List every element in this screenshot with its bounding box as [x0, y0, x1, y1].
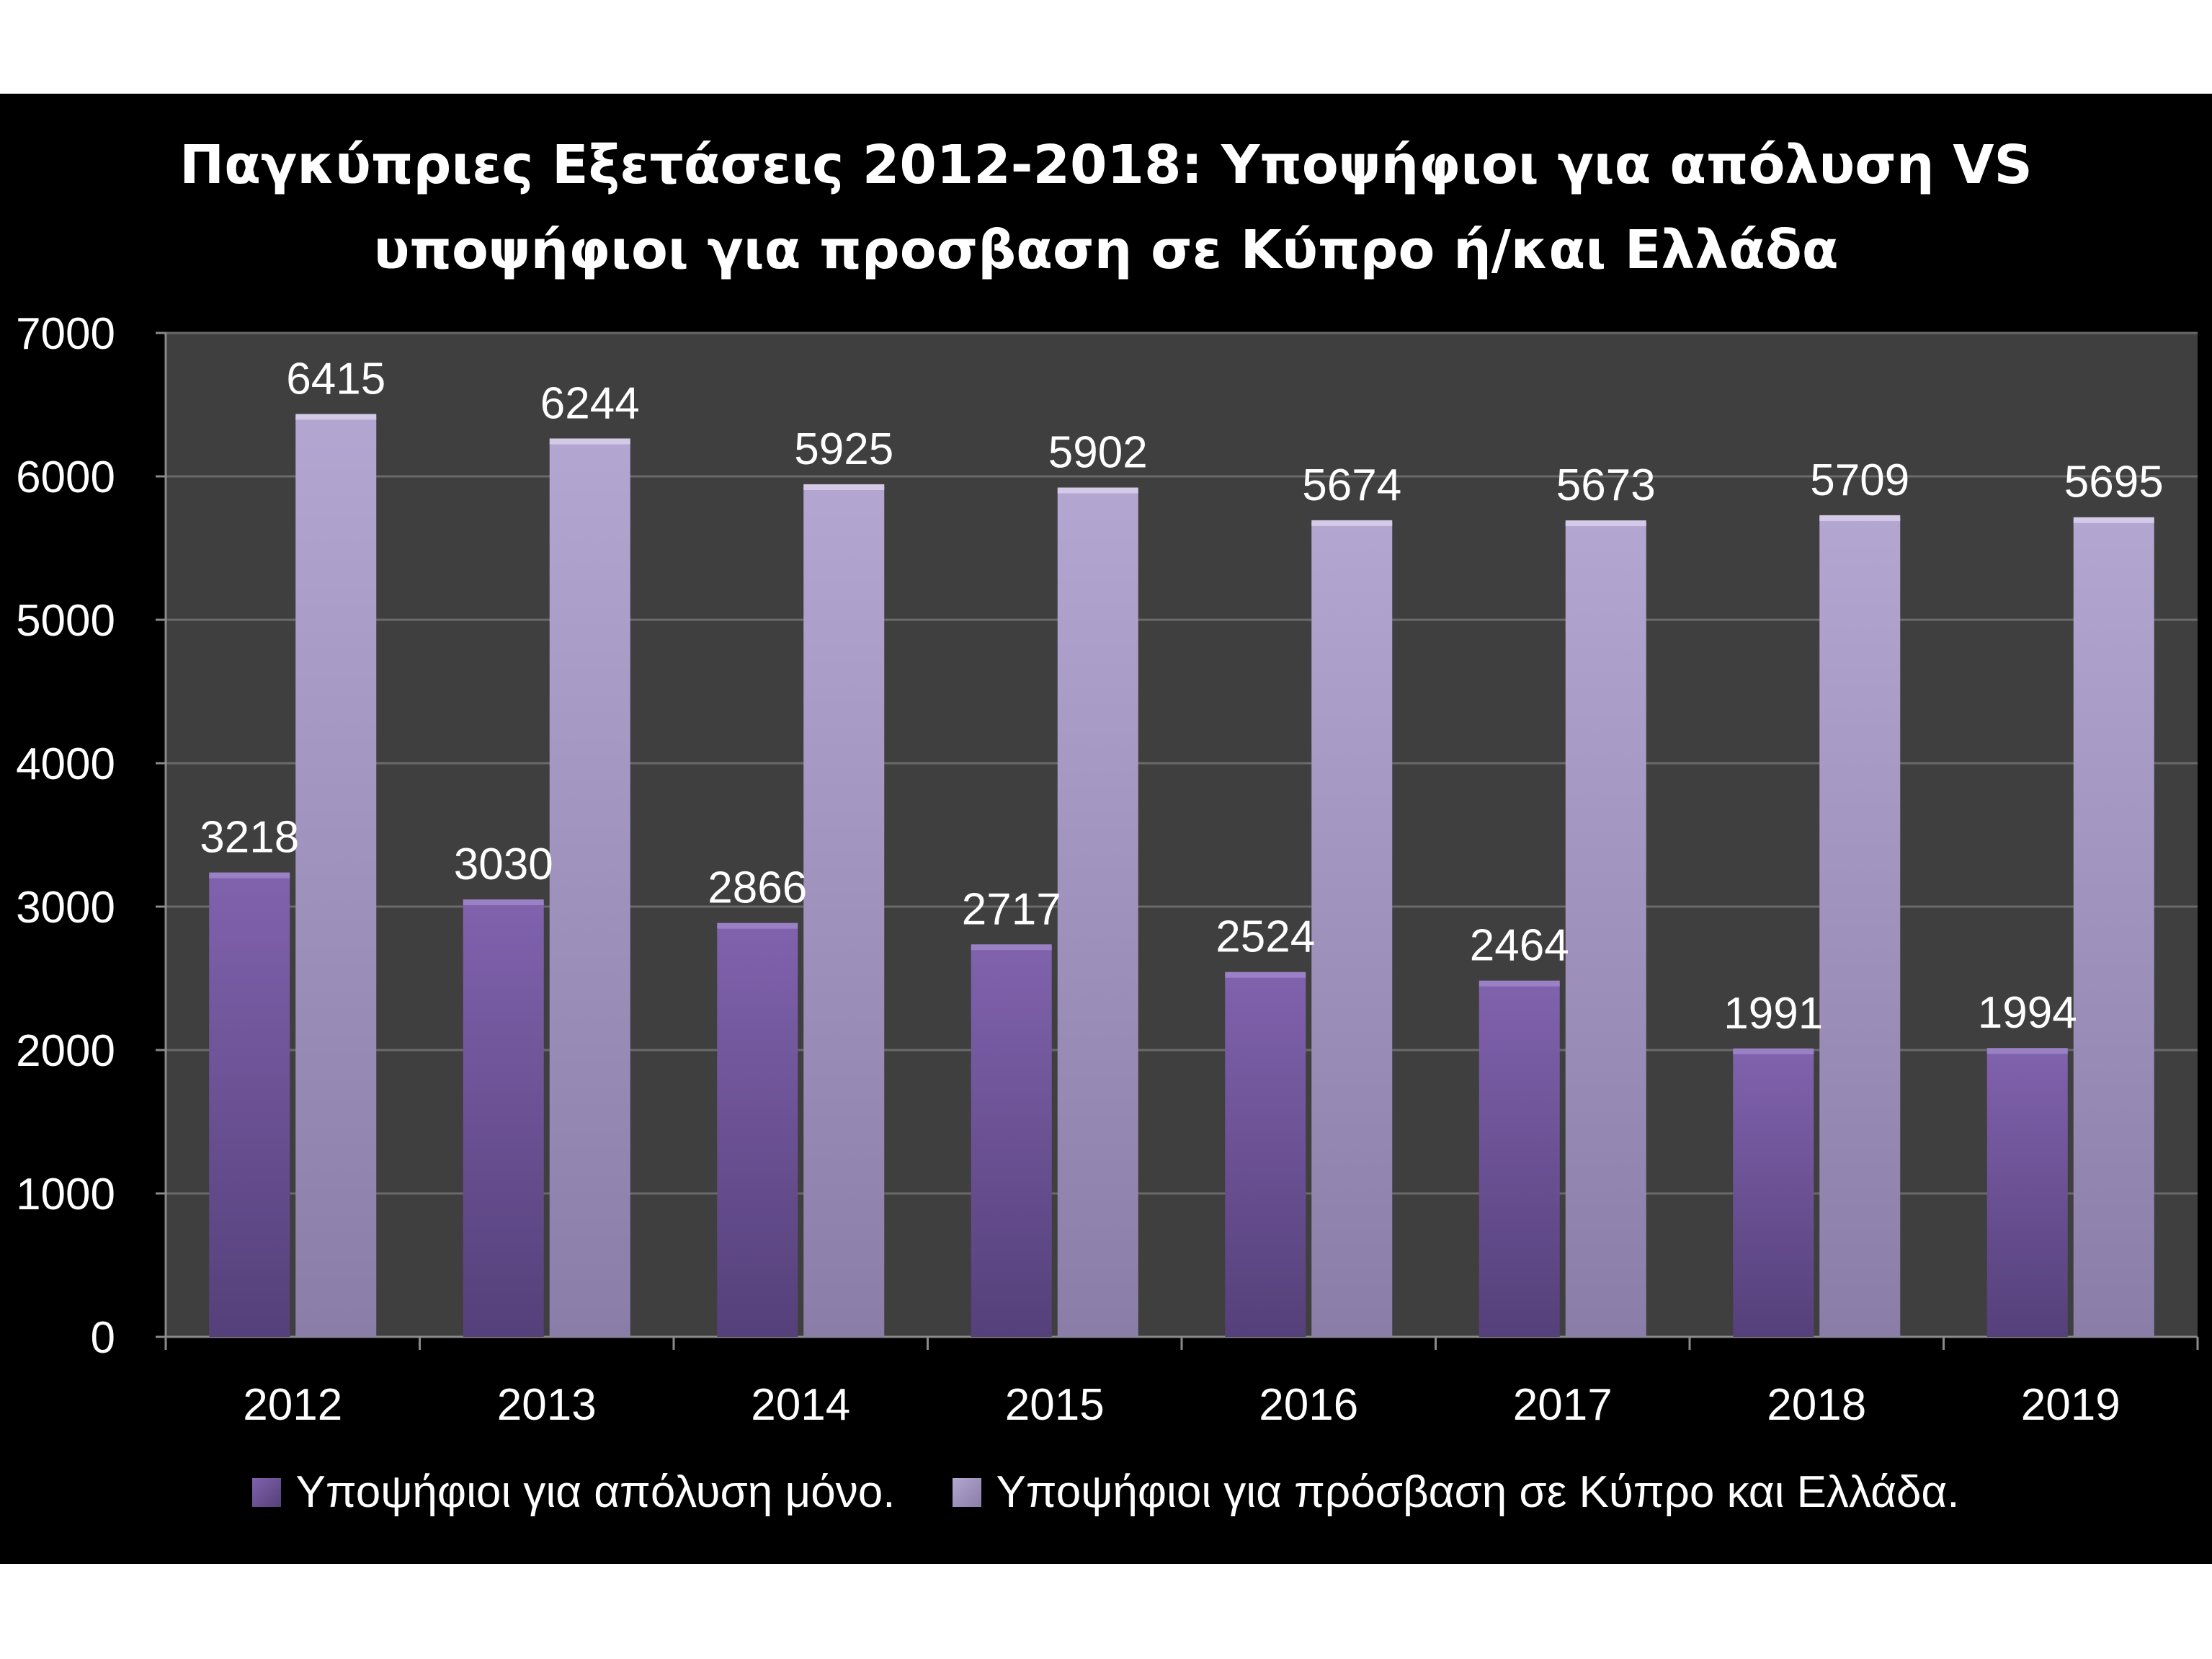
chart-title: Παγκύπριες Εξετάσεις 2012-2018: Υποψήφιο…	[0, 123, 2212, 293]
data-label-series-1-2014: 2866	[708, 863, 807, 913]
bar-series-1-2018	[1733, 1051, 1814, 1337]
legend-swatch-series-1	[252, 1477, 282, 1507]
x-tick-label-2014: 2014	[751, 1380, 850, 1430]
data-label-series-1-2018: 1991	[1723, 989, 1823, 1038]
chart-title-line-1: Παγκύπριες Εξετάσεις 2012-2018: Υποψήφιο…	[179, 134, 2033, 196]
bar-series-2-2018	[1819, 517, 1901, 1338]
y-tick-label-7000: 7000	[16, 309, 115, 359]
bar-series-2-2015	[1057, 490, 1138, 1338]
bar-series-2-2012	[295, 417, 377, 1337]
x-tick-label-2012: 2012	[243, 1380, 342, 1430]
x-tick-label-2016: 2016	[1259, 1380, 1358, 1430]
y-tick-label-2000: 2000	[16, 1026, 115, 1076]
bar-series-1-2015	[971, 947, 1052, 1337]
data-label-series-2-2012: 6415	[286, 354, 385, 404]
data-label-series-1-2019: 1994	[1978, 988, 2077, 1038]
bar-series-2-2019	[2073, 520, 2154, 1337]
bars	[209, 414, 2154, 1338]
bar-cap-series-2-2012	[295, 414, 377, 420]
x-tick-label-2013: 2013	[497, 1380, 597, 1430]
axes: 0 1000 2000 3000 4000 5000 6000 7000 2012 2013 201…	[16, 309, 2199, 1430]
bar-cap-series-1-2013	[463, 899, 544, 906]
bar-series-1-2019	[1986, 1051, 2068, 1337]
legend-swatch-series-2	[953, 1477, 982, 1507]
bar-cap-series-2-2017	[1565, 520, 1646, 527]
bar-series-1-2014	[717, 925, 798, 1337]
bar-cap-series-1-2017	[1479, 980, 1560, 987]
data-label-series-2-2018: 5709	[1810, 455, 1909, 505]
data-label-series-1-2017: 2464	[1470, 921, 1569, 971]
bar-cap-series-1-2016	[1225, 971, 1306, 978]
y-tick-label-5000: 5000	[16, 596, 115, 646]
data-label-series-2-2014: 5925	[794, 424, 893, 474]
y-tick-label-6000: 6000	[16, 453, 115, 502]
bar-cap-series-2-2014	[803, 484, 885, 490]
data-label-series-2-2015: 5902	[1048, 428, 1148, 478]
bar-cap-series-1-2018	[1733, 1048, 1814, 1054]
y-tick-label-0: 0	[91, 1313, 115, 1363]
x-tick-label-2015: 2015	[1005, 1380, 1105, 1430]
legend-item-series-2: Υποψήφιοι για πρόσβαση σε Κύπρο και Ελλά…	[953, 1467, 1960, 1518]
bar-series-1-2013	[463, 902, 544, 1337]
data-label-series-2-2016: 5674	[1302, 461, 1401, 510]
bar-series-2-2013	[549, 441, 630, 1337]
bar-cap-series-1-2014	[717, 922, 798, 929]
x-tick-label-2017: 2017	[1513, 1380, 1613, 1430]
bar-cap-series-1-2019	[1986, 1048, 2068, 1054]
bar-series-1-2012	[209, 875, 290, 1337]
data-label-series-1-2013: 3030	[454, 840, 553, 889]
data-label-series-2-2019: 5695	[2064, 458, 2164, 507]
x-tick-label-2018: 2018	[1767, 1380, 1866, 1430]
y-tick-label-4000: 4000	[16, 739, 115, 789]
data-labels: 3218 6415 3030 6244 2866 5925 2717 5902 2524 5674…	[200, 354, 2163, 1038]
bar-cap-series-1-2015	[971, 944, 1052, 951]
legend: Υποψήφιοι για απόλυση μόνο. Υποψήφιοι γι…	[0, 1467, 2212, 1518]
chart-title-line-2: υποψήφιοι για προσβαση σε Κύπρο ή/και Ελ…	[373, 219, 1839, 281]
y-tick-label-3000: 3000	[16, 883, 115, 933]
data-label-series-1-2016: 2524	[1216, 912, 1315, 962]
legend-label-series-1: Υποψήφιοι για απόλυση μόνο.	[295, 1467, 896, 1517]
data-label-series-1-2015: 2717	[962, 884, 1061, 934]
data-label-series-2-2017: 5673	[1556, 461, 1656, 510]
legend-label-series-2: Υποψήφιοι για πρόσβαση σε Κύπρο και Ελλά…	[996, 1467, 1960, 1517]
bar-cap-series-1-2012	[209, 872, 290, 879]
bar-cap-series-2-2016	[1311, 520, 1393, 526]
bar-cap-series-2-2015	[1057, 487, 1138, 494]
bar-series-1-2017	[1479, 983, 1560, 1337]
bar-series-1-2016	[1225, 974, 1306, 1337]
data-label-series-2-2013: 6244	[540, 378, 640, 428]
y-tick-label-1000: 1000	[16, 1170, 115, 1219]
bar-series-2-2016	[1311, 522, 1393, 1337]
bar-cap-series-2-2019	[2073, 517, 2154, 523]
bar-cap-series-2-2018	[1819, 515, 1901, 521]
bar-cap-series-2-2013	[549, 438, 630, 445]
x-tick-label-2019: 2019	[2021, 1380, 2120, 1430]
bar-series-2-2017	[1565, 523, 1646, 1337]
data-label-series-1-2012: 3218	[200, 813, 299, 863]
legend-item-series-1: Υποψήφιοι για απόλυση μόνο.	[252, 1467, 895, 1518]
bar-series-2-2014	[803, 486, 885, 1337]
